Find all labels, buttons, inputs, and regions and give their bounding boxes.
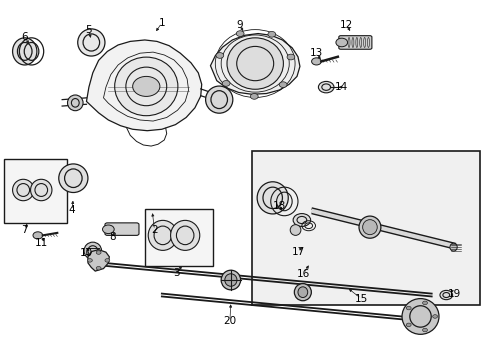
Bar [251, 152, 479, 305]
Text: 8: 8 [109, 232, 115, 242]
Circle shape [105, 258, 110, 262]
Text: 15: 15 [354, 294, 367, 303]
Ellipse shape [205, 86, 232, 113]
Circle shape [87, 258, 92, 262]
Text: 3: 3 [173, 268, 180, 278]
Circle shape [292, 213, 310, 226]
Bar [144, 208, 212, 266]
Text: 14: 14 [334, 82, 347, 92]
Polygon shape [311, 208, 455, 249]
Text: 7: 7 [21, 225, 28, 235]
Circle shape [102, 225, 114, 234]
Circle shape [432, 315, 437, 318]
Ellipse shape [13, 38, 37, 65]
Circle shape [33, 232, 42, 239]
Ellipse shape [30, 179, 52, 201]
Circle shape [406, 306, 410, 310]
Ellipse shape [297, 287, 307, 297]
Text: 1: 1 [158, 18, 165, 28]
Circle shape [422, 301, 427, 305]
FancyBboxPatch shape [338, 36, 371, 49]
Circle shape [216, 53, 224, 58]
Polygon shape [88, 249, 109, 271]
Circle shape [335, 38, 347, 47]
Ellipse shape [362, 220, 376, 235]
Ellipse shape [289, 225, 300, 235]
Circle shape [132, 76, 160, 96]
Text: 11: 11 [35, 238, 48, 248]
Circle shape [439, 291, 452, 300]
Text: 13: 13 [309, 48, 323, 58]
Text: 10: 10 [80, 248, 93, 258]
Text: 12: 12 [339, 19, 352, 30]
Text: 6: 6 [21, 32, 28, 42]
Text: 19: 19 [447, 289, 460, 298]
Ellipse shape [294, 284, 311, 301]
FancyBboxPatch shape [105, 223, 139, 235]
Text: 2: 2 [151, 225, 158, 235]
Ellipse shape [221, 270, 240, 290]
Ellipse shape [78, 29, 105, 56]
Circle shape [96, 266, 101, 270]
Circle shape [286, 54, 294, 60]
Text: 5: 5 [85, 25, 92, 35]
Ellipse shape [170, 220, 200, 250]
Circle shape [422, 328, 427, 332]
Ellipse shape [59, 164, 88, 193]
Text: 18: 18 [272, 201, 285, 211]
Ellipse shape [67, 95, 83, 111]
Text: 20: 20 [223, 316, 236, 326]
Text: 9: 9 [236, 19, 243, 30]
Circle shape [96, 251, 101, 254]
Text: 4: 4 [68, 205, 75, 215]
Circle shape [311, 58, 321, 65]
Ellipse shape [115, 57, 178, 116]
Circle shape [250, 94, 258, 99]
Polygon shape [86, 40, 201, 131]
Bar [4, 158, 67, 223]
Circle shape [406, 323, 410, 327]
Ellipse shape [226, 38, 283, 89]
Ellipse shape [84, 242, 102, 259]
Ellipse shape [13, 179, 34, 201]
Text: 16: 16 [297, 269, 310, 279]
Ellipse shape [224, 274, 237, 286]
Circle shape [279, 82, 286, 87]
Text: 17: 17 [291, 247, 304, 257]
Circle shape [318, 81, 333, 93]
Circle shape [267, 31, 275, 37]
Ellipse shape [401, 298, 438, 334]
Ellipse shape [148, 220, 177, 250]
Circle shape [236, 31, 244, 36]
Ellipse shape [257, 182, 287, 214]
Polygon shape [210, 33, 299, 94]
Ellipse shape [449, 243, 456, 251]
Ellipse shape [358, 216, 380, 238]
Circle shape [222, 81, 229, 86]
